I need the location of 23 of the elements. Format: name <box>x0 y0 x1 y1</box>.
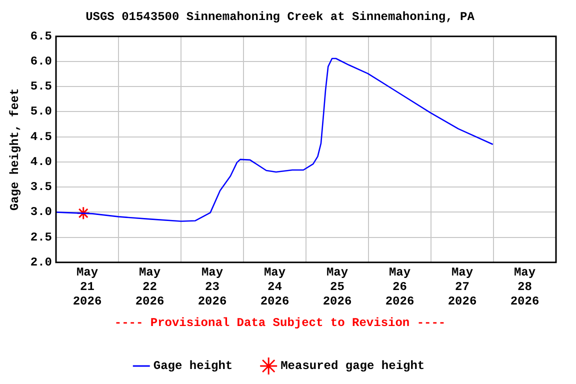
y-tick-label: 6.0 <box>30 54 52 69</box>
x-tick-label: May 21 2026 <box>72 266 102 308</box>
legend-label: Gage height <box>153 359 233 374</box>
x-tick-label: May 22 2026 <box>135 266 164 308</box>
x-tick-label: May 26 2026 <box>385 266 414 308</box>
y-tick-label: 6.5 <box>30 29 52 44</box>
x-tick-label: May 27 2026 <box>448 266 477 308</box>
y-tick-label: 5.5 <box>30 80 52 94</box>
y-tick-label: 3.5 <box>30 180 52 194</box>
chart-title: USGS 01543500 Sinnemahoning Creek at Sinnemahoning, PA <box>86 10 476 24</box>
legend-label: Measured gage height <box>280 359 425 374</box>
text: ---- Provisional Data Subject to Revision ---- <box>114 316 446 330</box>
y-tick-label: 2.0 <box>30 255 52 270</box>
x-tick-label: May 25 2026 <box>322 266 352 308</box>
x-tick-label: May 24 2026 <box>260 266 290 308</box>
y-axis-title: Gage height, feet <box>8 88 22 211</box>
x-tick-label: May 28 2026 <box>510 266 540 308</box>
y-tick-label: 2.5 <box>30 230 52 244</box>
x-tick-label: May 23 2026 <box>198 266 227 308</box>
y-tick-label: 3.0 <box>30 205 52 220</box>
y-tick-label: 5.0 <box>30 104 52 119</box>
y-tick-label: 4.0 <box>30 154 52 169</box>
y-tick-label: 4.5 <box>30 130 52 144</box>
